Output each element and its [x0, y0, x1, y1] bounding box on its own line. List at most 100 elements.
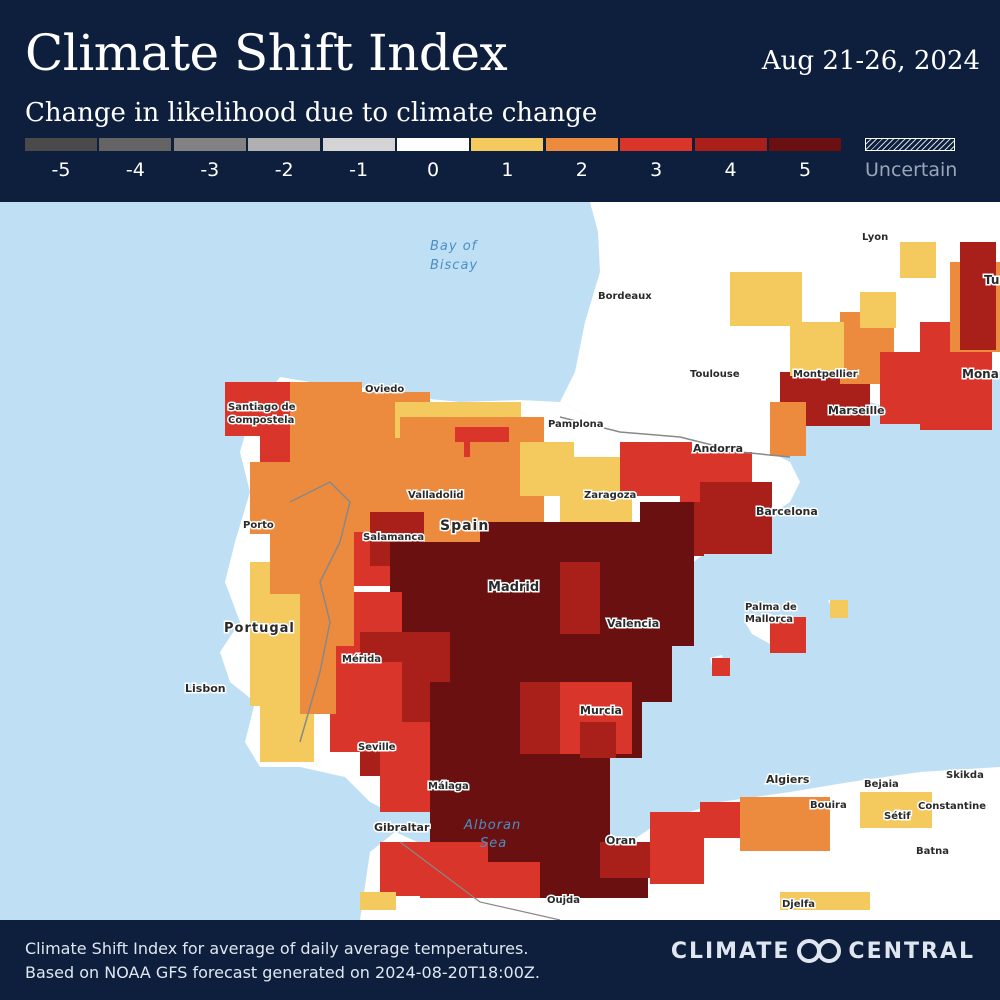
legend-item: -4	[99, 138, 172, 181]
brand-text-right: CENTRAL	[848, 938, 975, 964]
legend-item: 4	[694, 138, 767, 181]
city-label: Sétif	[884, 810, 911, 822]
legend-swatch	[694, 138, 767, 151]
legend-label: -1	[349, 159, 369, 181]
city-label: Oujda	[547, 895, 580, 906]
legend-swatch	[25, 138, 97, 151]
city-label: Bordeaux	[598, 291, 652, 302]
city-label: Algiers	[766, 773, 810, 786]
city-label: Salamanca	[363, 532, 424, 543]
labels-layer: Lyon Bordeaux Toulouse Montpellier Marseille…	[184, 231, 1000, 912]
brand-text-left: CLIMATE	[670, 938, 791, 964]
legend-swatch	[99, 138, 172, 151]
csi-grid	[225, 242, 1000, 910]
csi-cell	[580, 722, 616, 758]
city-label: Bouira	[810, 800, 847, 811]
city-label: Santiago de	[228, 402, 296, 413]
legend-item: 0	[397, 138, 469, 181]
city-label: Mallorca	[745, 614, 793, 625]
footer-note-1: Climate Shift Index for average of daily…	[25, 939, 529, 958]
page-subtitle: Change in likelihood due to climate chan…	[25, 98, 598, 128]
city-label: Oran	[606, 834, 636, 847]
legend-swatch	[173, 138, 246, 151]
csi-cell	[770, 617, 806, 653]
city-label: Seville	[358, 742, 396, 753]
city-label: Djelfa	[782, 899, 815, 910]
legend-label: 0	[426, 159, 440, 181]
city-label: Batna	[916, 846, 949, 857]
legend-swatch	[397, 138, 469, 151]
borders-layer	[289, 416, 791, 920]
date-range: Aug 21-26, 2024	[761, 46, 980, 76]
city-label: Pamplona	[548, 419, 604, 430]
legend: Uncertain -5 -4 -3 -2 -1 0 1 2 3 4 5	[25, 138, 965, 188]
csi-cell	[300, 502, 354, 646]
legend-item-uncertain: Uncertain	[865, 138, 957, 181]
sea-label: Biscay	[430, 258, 478, 273]
legend-swatch	[545, 138, 618, 151]
city-label: Oviedo	[365, 384, 404, 395]
footer: Climate Shift Index for average of daily…	[0, 920, 1000, 1000]
city-label: Toulouse	[690, 369, 740, 380]
city-label: Andorra	[693, 442, 743, 455]
legend-item: -3	[173, 138, 246, 181]
csi-cell	[830, 600, 848, 618]
city-label: Constantine	[918, 801, 986, 812]
legend-item: 1	[471, 138, 544, 181]
csi-cell	[730, 272, 802, 326]
legend-label: 4	[724, 159, 737, 181]
city-label: Zaragoza	[584, 490, 636, 501]
legend-item: -5	[25, 138, 97, 181]
legend-swatch	[322, 138, 395, 151]
city-label: Madrid	[488, 580, 539, 595]
legend-label: 5	[798, 159, 812, 181]
city-label: Barcelona	[756, 505, 818, 518]
spain-france-border	[559, 416, 791, 458]
legend-swatch	[471, 138, 544, 151]
csi-cell	[360, 892, 396, 910]
csi-cell	[960, 242, 996, 350]
city-label: Marseille	[828, 404, 885, 417]
country-label: Spain	[440, 518, 489, 534]
legend-item: -2	[248, 138, 321, 181]
city-label: Lyon	[862, 232, 888, 243]
map[interactable]: Lyon Bordeaux Toulouse Montpellier Marseille…	[0, 202, 1000, 920]
city-label: Mérida	[342, 653, 381, 665]
csi-cell	[770, 402, 806, 456]
legend-label: 3	[650, 159, 663, 181]
csi-cell	[860, 292, 896, 328]
legend-label: -4	[125, 159, 145, 181]
sea-label: Bay of	[430, 239, 479, 254]
map-canvas[interactable]: Lyon Bordeaux Toulouse Montpellier Marseille…	[0, 202, 1000, 920]
csi-cell	[740, 797, 830, 851]
portugal-spain-border	[289, 481, 351, 743]
csi-cell	[650, 812, 704, 884]
country-label: Portugal	[224, 621, 295, 636]
legend-label: -3	[200, 159, 220, 181]
legend-swatch	[248, 138, 321, 151]
legend-item: -1	[322, 138, 395, 181]
legend-item: 3	[620, 138, 693, 181]
city-label: Lisbon	[185, 682, 226, 695]
legend-label: -5	[51, 159, 71, 181]
csi-cell	[860, 792, 932, 828]
csi-cell	[700, 482, 772, 554]
csi-cell	[900, 242, 936, 278]
legend-swatch	[620, 138, 693, 151]
page-title: Climate Shift Index	[25, 24, 508, 82]
city-label: Tu	[984, 273, 999, 287]
brand-logo: CLIMATE CENTRAL	[671, 938, 975, 964]
sea-label: Alboran	[463, 818, 521, 833]
city-label: Palma de	[745, 602, 797, 613]
sea-label: Sea	[480, 836, 507, 851]
legend-swatch	[769, 138, 841, 151]
city-label: Gibraltar	[374, 821, 430, 834]
csi-cell	[640, 502, 694, 646]
city-label: Skikda	[946, 770, 984, 781]
legend-label: 1	[501, 159, 514, 181]
city-label: Mona	[962, 367, 999, 381]
city-label: Valladolid	[408, 490, 464, 501]
city-label: Compostela	[228, 415, 294, 426]
city-label: Murcia	[580, 704, 622, 717]
csi-cell	[712, 658, 730, 676]
